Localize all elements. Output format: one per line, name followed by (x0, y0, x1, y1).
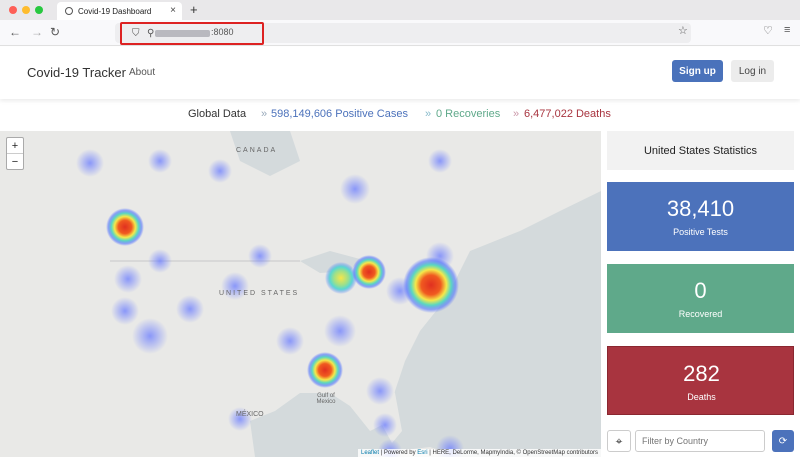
global-data-label: Global Data (188, 108, 247, 120)
chevron-right-icon: » (513, 108, 520, 120)
map-label-united-states: UNITED STATES (219, 290, 300, 297)
positive-tests-label: Positive Tests (673, 227, 728, 237)
bookmark-star-icon[interactable]: ☆ (678, 25, 688, 37)
redacted-host (155, 30, 210, 37)
global-positive-cases: 598,149,606 Positive Cases (271, 108, 408, 120)
positive-tests-card: 38,410 Positive Tests (607, 182, 794, 251)
stats-title: United States Statistics (607, 131, 794, 170)
deaths-card: 282 Deaths (607, 346, 794, 415)
new-tab-button[interactable]: + (190, 2, 198, 17)
forward-arrow-icon[interactable]: → (31, 25, 43, 39)
close-window-icon[interactable] (9, 6, 17, 14)
map-attribution: Leaflet | Powered by Esri | HERE, DeLorm… (358, 449, 601, 457)
positive-tests-value: 38,410 (666, 196, 735, 221)
recovered-label: Recovered (678, 309, 723, 319)
url-port: :8080 (211, 27, 234, 37)
url-bar[interactable]: ⛉ ⚲ :8080 (115, 23, 691, 43)
map-base-svg (0, 131, 601, 457)
deaths-value: 282 (683, 361, 720, 386)
menu-icon[interactable]: ≡ (784, 24, 791, 36)
map-label-gulf-of-mexico: Gulf of Mexico (316, 393, 336, 405)
heatmap-map[interactable]: CANADA UNITED STATES MÉXICO Gulf of Mexi… (0, 131, 601, 457)
zoom-out-button[interactable]: − (11, 156, 19, 168)
map-label-mexico: MÉXICO (236, 411, 264, 418)
browser-toolbar: ← → ↻ ⛉ ⚲ :8080 ☆ ♡ ≡ (0, 20, 800, 46)
deaths-label: Deaths (687, 392, 716, 402)
url-highlight-box (120, 22, 264, 45)
locate-button[interactable]: ⌖ (607, 430, 631, 452)
back-arrow-icon[interactable]: ← (9, 25, 21, 39)
reload-icon[interactable]: ↻ (50, 25, 61, 39)
globe-icon (65, 7, 73, 15)
tab-title: Covid-19 Dashboard (78, 6, 152, 16)
brand-title[interactable]: Covid-19 Tracker (27, 65, 126, 80)
country-filter-input[interactable] (635, 430, 765, 452)
pocket-icon[interactable]: ♡ (763, 25, 773, 37)
shield-icon: ⛉ (132, 28, 140, 39)
map-label-canada: CANADA (236, 147, 278, 154)
hudson-bay (230, 131, 300, 176)
nav-about-link[interactable]: About (129, 67, 156, 78)
zoom-control: + − (6, 137, 24, 170)
app-header: Covid-19 Tracker About Sign up Log in (0, 47, 800, 99)
zoom-window-icon[interactable] (35, 6, 43, 14)
global-data-row: Global Data » 598,149,606 Positive Cases… (0, 104, 800, 126)
loading-spinner-button[interactable]: ⟳ (772, 430, 794, 452)
zoom-in-button[interactable]: + (7, 138, 23, 154)
browser-titlebar: Covid-19 Dashboard × + (0, 0, 800, 20)
recovered-card: 0 Recovered (607, 264, 794, 333)
north-america-land (0, 131, 601, 457)
global-deaths: 6,477,022 Deaths (524, 108, 611, 120)
lock-icon: ⚲ (147, 28, 155, 39)
close-tab-icon[interactable]: × (170, 5, 176, 16)
login-button[interactable]: Log in (731, 60, 774, 82)
global-recoveries: 0 Recoveries (436, 108, 501, 120)
chevron-right-icon: » (261, 108, 268, 120)
chevron-right-icon: » (425, 108, 432, 120)
signup-button[interactable]: Sign up (672, 60, 723, 82)
esri-link[interactable]: Esri (417, 450, 428, 456)
spinner-icon: ⟳ (778, 435, 788, 447)
recovered-value: 0 (694, 278, 707, 303)
crosshair-icon: ⌖ (615, 433, 623, 448)
browser-tab[interactable]: Covid-19 Dashboard × (57, 2, 182, 20)
minimize-window-icon[interactable] (22, 6, 30, 14)
leaflet-link[interactable]: Leaflet (361, 450, 380, 456)
